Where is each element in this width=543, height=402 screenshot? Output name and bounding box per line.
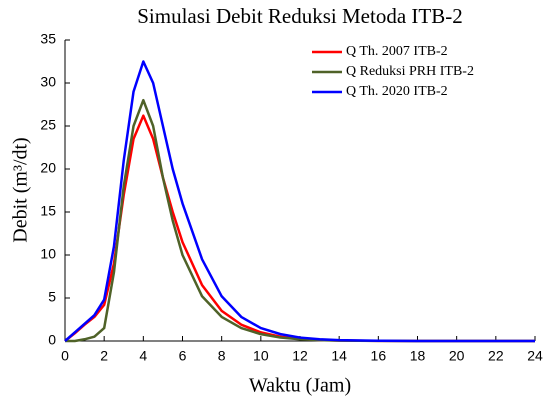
x-tick-label: 4: [139, 348, 147, 364]
legend-label: Q Th. 2007 ITB-2: [346, 44, 448, 59]
x-tick-label: 12: [292, 348, 308, 364]
legend-label: Q Th. 2020 ITB-2: [346, 84, 448, 99]
x-tick-label: 16: [371, 348, 387, 364]
x-tick-label: 0: [61, 348, 69, 364]
x-tick-label: 18: [410, 348, 426, 364]
y-axis-label: Debit (m³/dt): [10, 137, 32, 242]
series-line: [64, 114, 535, 343]
y-tick-label: 10: [40, 246, 56, 262]
y-tick-label: 15: [40, 203, 56, 219]
y-tick-label: 5: [48, 289, 56, 305]
x-tick-label: 24: [527, 348, 543, 364]
y-tick-label: 20: [40, 160, 56, 176]
legend-label: Q Reduksi PRH ITB-2: [346, 64, 474, 79]
x-tick-label: 6: [179, 348, 187, 364]
y-tick-label: 25: [40, 117, 56, 133]
y-tick-label: 30: [40, 74, 56, 90]
x-tick-label: 2: [100, 348, 108, 364]
x-tick-label: 20: [449, 348, 465, 364]
x-tick-label: 8: [218, 348, 226, 364]
x-axis-label: Waktu (Jam): [249, 375, 351, 397]
x-tick-label: 22: [488, 348, 504, 364]
y-tick-label: 0: [48, 332, 56, 348]
y-tick-label: 35: [40, 31, 56, 47]
x-tick-label: 14: [331, 348, 347, 364]
x-tick-label: 10: [253, 348, 269, 364]
chart-title: Simulasi Debit Reduksi Metoda ITB-2: [137, 4, 462, 28]
series-line: [64, 60, 535, 343]
